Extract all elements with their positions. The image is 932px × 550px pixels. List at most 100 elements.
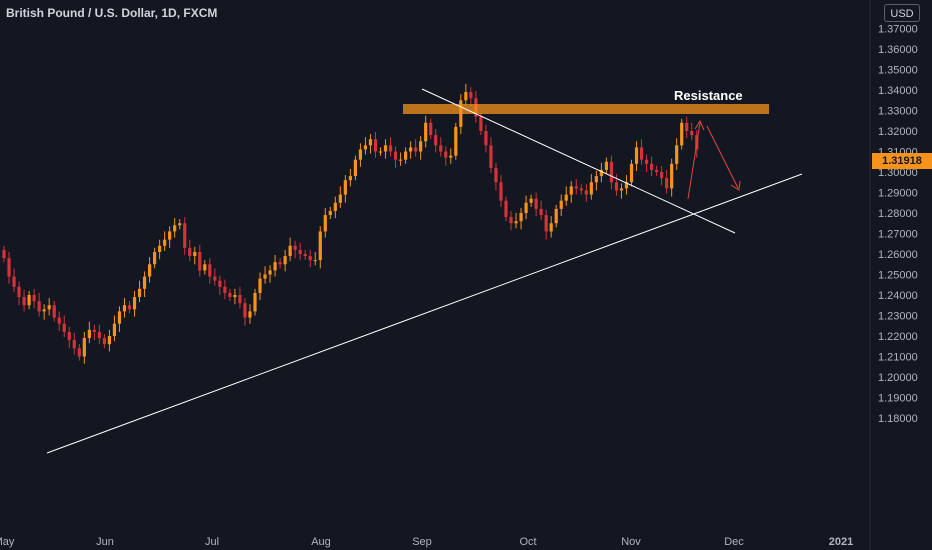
candle-body <box>57 317 61 324</box>
candle-body <box>168 231 172 240</box>
candle-body <box>298 249 302 254</box>
candle-body <box>203 264 207 271</box>
candle-body <box>12 276 16 287</box>
time-tick-label: 2021 <box>829 536 853 548</box>
projection-down-arrowhead <box>730 180 741 191</box>
price-tick-label: 1.25000 <box>878 270 918 282</box>
candle-body <box>328 210 332 216</box>
candle-body <box>499 182 503 201</box>
candle-body <box>670 163 674 189</box>
candle-body <box>665 178 669 189</box>
time-tick-label: Oct <box>519 536 536 548</box>
candle-body <box>208 264 212 277</box>
candle-body <box>238 295 242 304</box>
candle-body <box>644 159 649 164</box>
candle-body <box>17 286 21 298</box>
candle-body <box>554 208 558 224</box>
candle-body <box>649 163 654 170</box>
support-trendline <box>46 173 803 454</box>
price-tick-label: 1.37000 <box>878 24 918 36</box>
candle-body <box>509 217 513 224</box>
candle-body <box>464 92 468 101</box>
candle-body <box>163 239 167 246</box>
candle-body <box>569 186 573 195</box>
candle-body <box>263 274 267 279</box>
candle-body <box>313 260 317 262</box>
price-axis[interactable]: 1.37000 1.36000 1.35000 1.34000 1.33000 1.320… <box>878 24 918 426</box>
price-tick-label: 1.22000 <box>878 331 918 343</box>
candle-body <box>27 295 31 306</box>
candle-body <box>680 122 684 146</box>
candle-body <box>253 292 257 312</box>
candle-body <box>127 305 132 310</box>
candle-body <box>223 286 227 293</box>
time-tick-label: May <box>0 536 15 548</box>
projection-up-arrow <box>687 122 701 200</box>
price-tick-label: 1.29000 <box>878 188 918 200</box>
candle-body <box>102 338 106 345</box>
candle-body <box>142 276 147 289</box>
candle-body <box>529 198 533 203</box>
candle-body <box>137 288 142 298</box>
candle-body <box>363 145 368 150</box>
candle-body <box>539 208 543 216</box>
candle-body <box>22 297 26 306</box>
time-tick-label: Sep <box>412 536 432 548</box>
candle-body <box>524 202 528 213</box>
candle-body <box>624 182 629 189</box>
candle-body <box>97 331 101 339</box>
candle-body <box>348 176 352 181</box>
price-tick-label: 1.32000 <box>878 126 918 138</box>
candle-body <box>675 145 679 164</box>
candle-body <box>439 145 443 152</box>
time-axis[interactable]: May Jun Jul Aug Sep Oct Nov Dec 2021 <box>0 536 853 548</box>
candle-body <box>469 92 473 99</box>
candle-body <box>268 270 272 275</box>
candle-body <box>323 215 327 232</box>
resistance-zone <box>403 104 769 114</box>
price-tick-label: 1.20000 <box>878 372 918 384</box>
candle-body <box>233 295 237 298</box>
candle-body <box>549 223 553 232</box>
resistance-label: Resistance <box>674 88 743 103</box>
candle-body <box>87 329 91 339</box>
candle-body <box>594 176 598 183</box>
candle-body <box>589 182 593 195</box>
price-tick-label: 1.19000 <box>878 393 918 405</box>
candle-body <box>559 200 563 209</box>
candlestick-series <box>2 83 699 364</box>
candle-body <box>308 256 312 261</box>
currency-badge[interactable]: USD <box>884 4 920 22</box>
candle-body <box>37 301 41 312</box>
candle-body <box>293 245 297 250</box>
candle-body <box>660 172 664 179</box>
candle-body <box>444 151 448 158</box>
candle-body <box>258 278 262 293</box>
candle-body <box>72 340 76 349</box>
candle-body <box>273 262 277 271</box>
candle-body <box>404 151 408 160</box>
candle-body <box>248 311 252 318</box>
candle-body <box>173 225 177 232</box>
candle-body <box>52 305 56 318</box>
candle-body <box>228 292 232 298</box>
price-tick-label: 1.24000 <box>878 290 918 302</box>
time-tick-label: Jun <box>96 536 114 548</box>
candle-body <box>685 122 689 131</box>
candle-body <box>383 145 388 152</box>
price-tick-label: 1.27000 <box>878 229 918 241</box>
falling-trendline <box>421 88 736 234</box>
candle-body <box>574 186 578 189</box>
candle-body <box>303 254 307 257</box>
candle-body <box>153 251 157 265</box>
candle-body <box>434 135 438 146</box>
candle-body <box>514 221 518 224</box>
candle-body <box>579 188 583 191</box>
candle-body <box>117 311 122 324</box>
candle-body <box>564 194 568 201</box>
price-tick-label: 1.30000 <box>878 167 918 179</box>
candle-body <box>92 329 96 332</box>
candle-body <box>82 338 86 357</box>
candle-body <box>534 198 538 209</box>
